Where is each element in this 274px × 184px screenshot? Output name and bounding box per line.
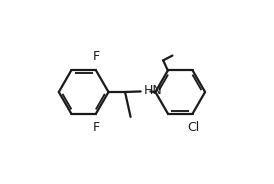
Text: Cl: Cl (187, 121, 200, 134)
Text: F: F (93, 121, 100, 134)
Text: HN: HN (144, 84, 162, 97)
Text: F: F (93, 50, 100, 63)
